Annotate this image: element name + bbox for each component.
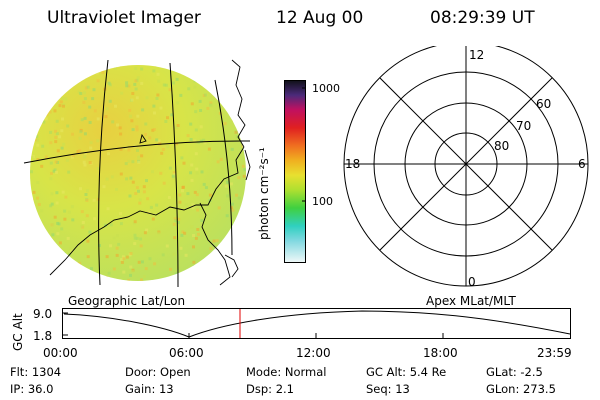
mlt-label-18: 18 bbox=[345, 157, 360, 171]
mlt-label-0: 0 bbox=[468, 275, 476, 289]
coastlines bbox=[49, 59, 251, 286]
status-dsp: Dsp: 2.1 bbox=[246, 382, 294, 396]
time-label: 08:29:39 UT bbox=[430, 8, 535, 28]
status-gain: Gain: 13 bbox=[125, 382, 174, 396]
status-mode: Mode: Normal bbox=[246, 365, 327, 379]
polar-mlat-mlt-plot: 12 18 6 0 60 70 80 bbox=[343, 46, 589, 289]
time-tick-1200: 12:00 bbox=[296, 346, 331, 360]
apex-label: Apex MLat/MLT bbox=[426, 294, 516, 308]
status-gc-alt: GC Alt: 5.4 Re bbox=[366, 365, 447, 379]
altitude-axis-label: GC Alt bbox=[11, 313, 25, 351]
colorbar-tick-100: 100 bbox=[312, 195, 333, 208]
altitude-tick-9: 9.0 bbox=[33, 307, 53, 321]
instrument-title: Ultraviolet Imager bbox=[47, 8, 201, 28]
status-flt: Flt: 1304 bbox=[10, 365, 62, 379]
status-ip: IP: 36.0 bbox=[10, 382, 54, 396]
time-tick-2359: 23:59 bbox=[537, 346, 572, 360]
status-seq: Seq: 13 bbox=[366, 382, 410, 396]
mlt-label-6: 6 bbox=[578, 157, 586, 171]
time-tick-1800: 18:00 bbox=[423, 346, 458, 360]
status-door: Door: Open bbox=[125, 365, 191, 379]
mlt-label-12: 12 bbox=[469, 48, 484, 62]
lat-label-70: 70 bbox=[516, 119, 531, 133]
altitude-curve bbox=[63, 310, 571, 338]
geographic-grid bbox=[23, 59, 251, 288]
time-tick-0000: 00:00 bbox=[43, 346, 78, 360]
geographic-label: Geographic Lat/Lon bbox=[68, 294, 186, 308]
altitude-plot bbox=[62, 308, 571, 339]
colorbar bbox=[284, 80, 306, 263]
colorbar-unit-label: photon cm⁻²s⁻¹ bbox=[257, 147, 271, 240]
uv-image-geographic bbox=[23, 59, 251, 288]
lat-label-60: 60 bbox=[536, 97, 551, 111]
colorbar-tick-1000: 1000 bbox=[312, 82, 340, 95]
time-tick-0600: 06:00 bbox=[169, 346, 204, 360]
status-glon: GLon: 273.5 bbox=[486, 382, 556, 396]
altitude-tick-1-8: 1.8 bbox=[33, 329, 53, 343]
date-label: 12 Aug 00 bbox=[276, 8, 364, 28]
status-glat: GLat: -2.5 bbox=[486, 365, 543, 379]
lat-label-80: 80 bbox=[494, 139, 509, 153]
